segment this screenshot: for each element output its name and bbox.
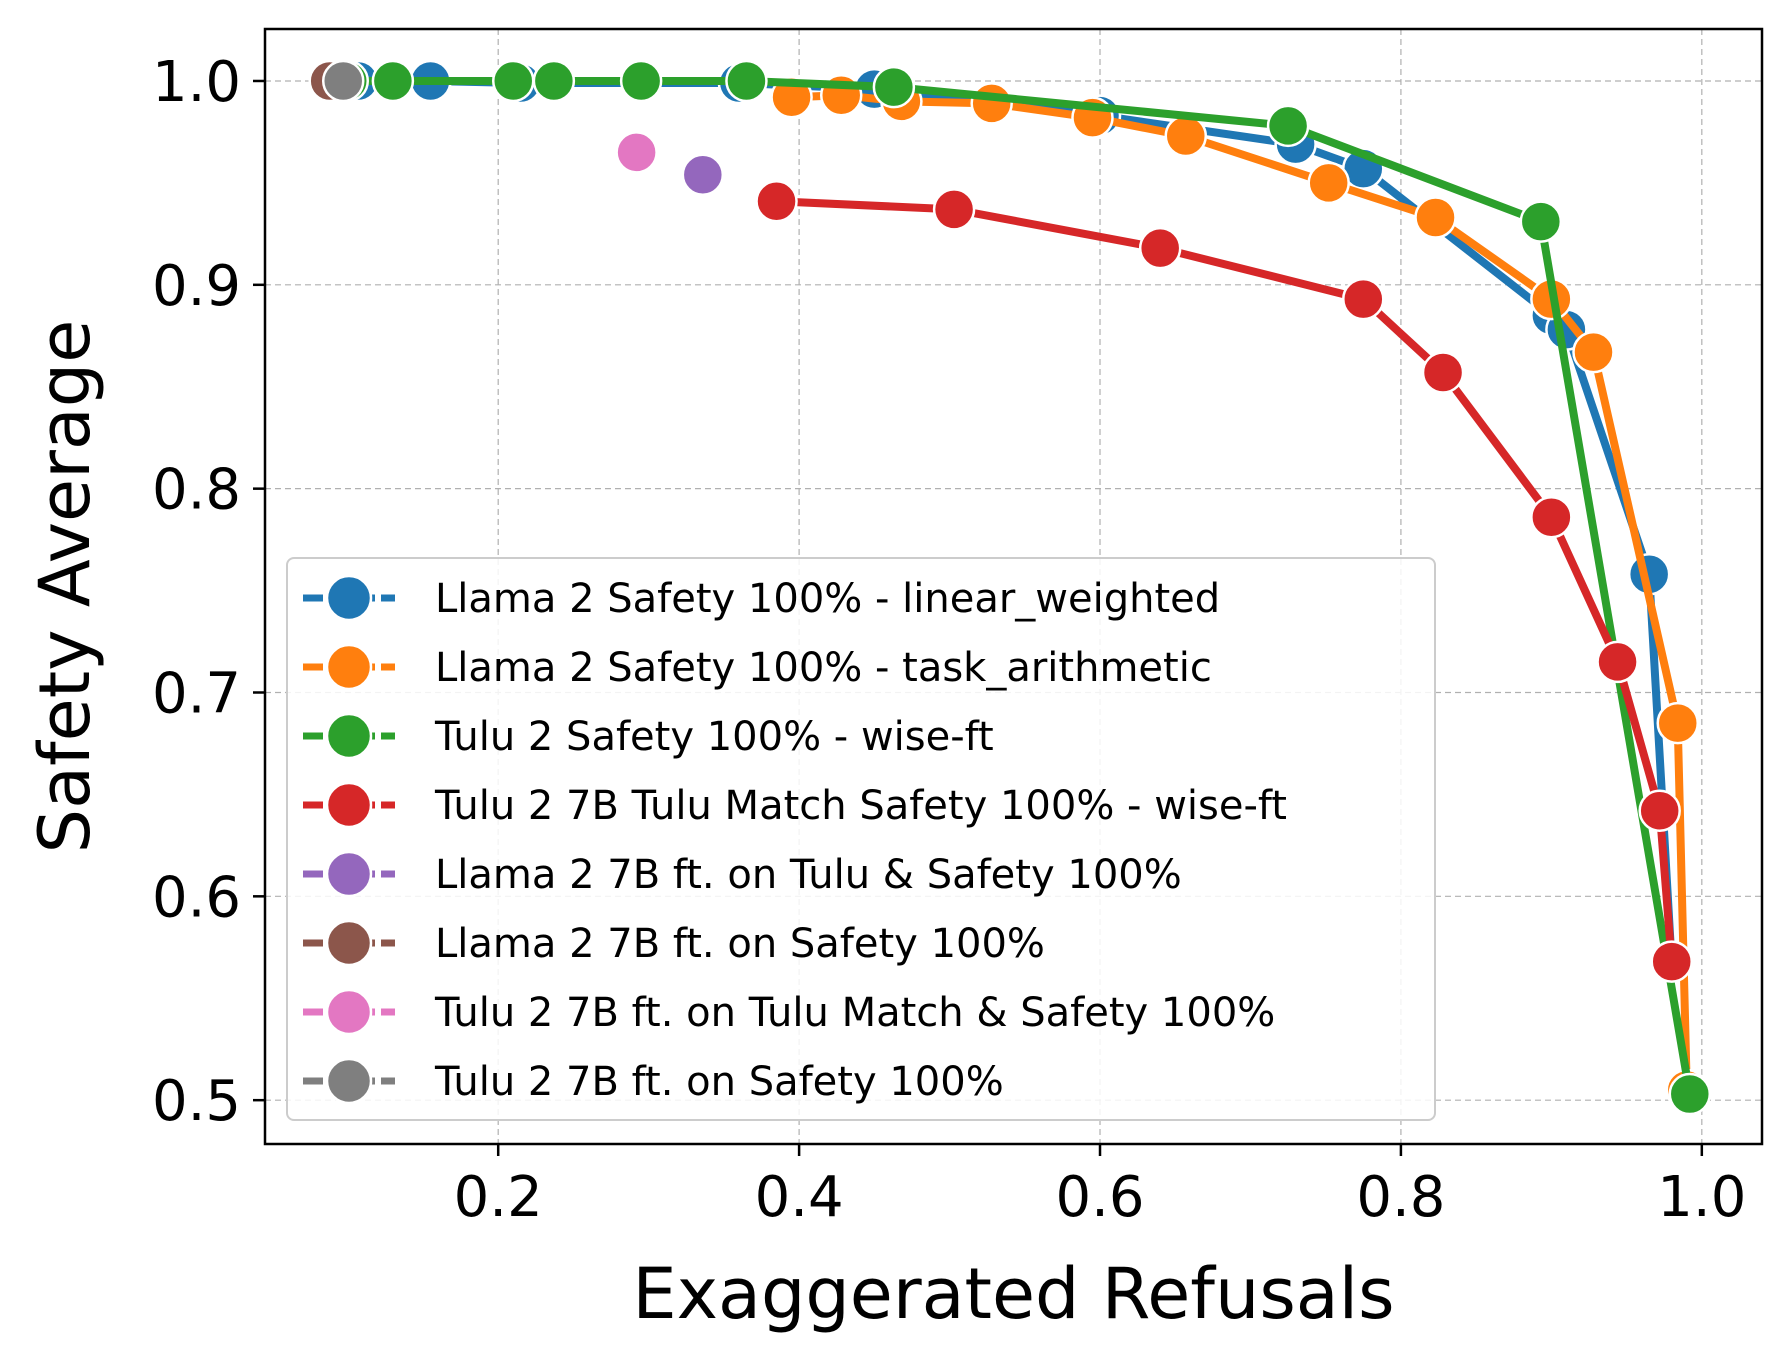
data-point <box>1307 161 1350 205</box>
legend-label: Tulu 2 Safety 100% - wise-ft <box>434 714 994 760</box>
data-point <box>1519 200 1563 243</box>
legend-label: Tulu 2 7B ft. on Tulu Match & Safety 100… <box>434 990 1275 1036</box>
x-axis-title: Exaggerated Refusals <box>632 1253 1394 1335</box>
plot-frame <box>263 27 1764 1146</box>
series-7 <box>615 131 658 174</box>
data-point <box>725 59 768 103</box>
data-point <box>1138 226 1182 270</box>
data-point <box>1650 940 1693 983</box>
series-layer <box>308 59 1712 1116</box>
data-point <box>491 59 535 103</box>
legend-marker-swatch <box>325 919 373 967</box>
legend-item: Llama 2 Safety 100% - task_arithmetic <box>303 643 1212 691</box>
legend-marker-swatch <box>325 574 373 622</box>
y-tick-label: 0.5 <box>152 1069 241 1134</box>
legend-item: Llama 2 7B ft. on Tulu & Safety 100% <box>303 850 1182 898</box>
data-point <box>1414 196 1457 239</box>
legend-label: Llama 2 Safety 100% - task_arithmetic <box>435 645 1212 691</box>
x-tick-label: 0.6 <box>1055 1165 1144 1230</box>
data-point <box>1342 277 1385 321</box>
data-point <box>1668 1072 1712 1116</box>
legend-item: Tulu 2 7B ft. on Safety 100% <box>303 1057 1004 1105</box>
data-point <box>615 131 658 174</box>
legend-item: Tulu 2 7B ft. on Tulu Match & Safety 100… <box>303 988 1275 1036</box>
data-point <box>1572 330 1615 374</box>
legend-item: Llama 2 7B ft. on Safety 100% <box>303 919 1045 967</box>
legend-item: Tulu 2 7B Tulu Match Safety 100% - wise-… <box>303 781 1287 829</box>
legend-marker-swatch <box>325 712 373 760</box>
data-point <box>1164 114 1208 158</box>
data-point <box>872 65 916 109</box>
x-tick-label: 0.8 <box>1356 1165 1445 1230</box>
y-tick-label: 0.9 <box>152 254 241 319</box>
legend-item: Tulu 2 Safety 100% - wise-ft <box>303 712 994 760</box>
legend-box <box>286 557 1436 1121</box>
series-4 <box>755 179 1693 983</box>
x-tick-label: 0.2 <box>454 1165 543 1230</box>
axis-ticks: 0.2 0.4 0.6 0.8 1.0 0.5 0.6 0.7 0.8 0.9 1.0 <box>152 50 1746 1230</box>
legend-label: Tulu 2 7B Tulu Match Safety 100% - wise-… <box>434 783 1287 829</box>
data-point <box>1596 640 1639 684</box>
data-point <box>1638 789 1681 832</box>
x-tick-label: 1.0 <box>1657 1165 1746 1230</box>
data-point <box>1656 701 1699 745</box>
series-3 <box>326 59 1712 1116</box>
data-point <box>1421 351 1465 394</box>
legend: Llama 2 Safety 100% - linear_weighted Lla… <box>286 557 1436 1121</box>
x-tick-label: 0.4 <box>755 1165 844 1230</box>
data-point <box>755 179 798 223</box>
data-point <box>371 59 415 103</box>
data-point <box>681 153 725 196</box>
y-tick-label: 1.0 <box>152 50 241 115</box>
y-axis-title: Safety Average <box>24 320 106 854</box>
legend-label: Tulu 2 7B ft. on Safety 100% <box>434 1059 1004 1105</box>
legend-marker-swatch <box>325 781 373 829</box>
data-point <box>1266 104 1310 148</box>
series-line <box>343 77 1694 1099</box>
series-8 <box>321 59 365 103</box>
legend-label: Llama 2 Safety 100% - linear_weighted <box>435 576 1220 622</box>
legend-marker-swatch <box>325 1057 373 1105</box>
data-point <box>532 59 576 103</box>
y-tick-label: 0.8 <box>152 458 241 523</box>
legend-marker-swatch <box>325 988 373 1036</box>
data-point <box>1530 495 1573 539</box>
data-point <box>970 82 1013 125</box>
legend-marker-swatch <box>325 850 373 898</box>
data-point <box>321 59 365 103</box>
y-tick-label: 0.7 <box>152 661 241 726</box>
series-5 <box>681 153 725 196</box>
legend-marker-swatch <box>325 643 373 691</box>
data-point <box>932 188 976 231</box>
data-point <box>619 59 663 103</box>
grid-lines <box>265 29 1762 1144</box>
legend-label: Llama 2 7B ft. on Safety 100% <box>435 921 1045 967</box>
legend-label: Llama 2 7B ft. on Tulu & Safety 100% <box>435 852 1182 898</box>
data-point <box>770 76 813 119</box>
y-tick-label: 0.6 <box>152 865 241 930</box>
legend-item: Llama 2 Safety 100% - linear_weighted <box>303 574 1220 622</box>
